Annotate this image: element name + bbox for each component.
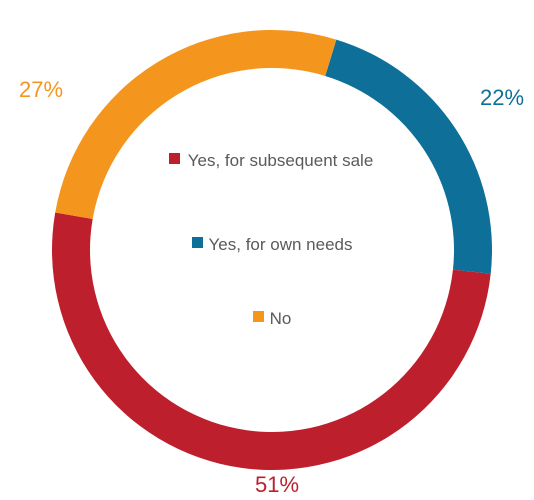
label-no-pct: 27%	[19, 77, 63, 102]
legend-label-no: No	[269, 309, 292, 328]
labels-group: 22% 51% 27%	[19, 77, 524, 497]
legend-swatch-no	[252, 311, 264, 322]
slices-group	[51, 30, 492, 471]
slice-subsequent-sale	[51, 212, 491, 471]
legend-item-no: No	[162, 306, 382, 332]
legend-swatch-own-needs	[191, 237, 203, 248]
legend-item-own-needs: Yes, for own needs	[162, 232, 382, 258]
label-own-needs-pct: 22%	[480, 85, 524, 110]
legend-label-subsequent-sale: Yes, for subsequent sale	[187, 151, 374, 170]
legend-swatch-subsequent-sale	[168, 153, 180, 164]
label-subsequent-sale-pct: 51%	[255, 472, 299, 497]
slice-own-needs	[325, 39, 492, 274]
legend-label-own-needs: Yes, for own needs	[208, 235, 353, 254]
legend-item-subsequent-sale: Yes, for subsequent sale	[162, 148, 382, 174]
slice-no	[55, 30, 337, 220]
